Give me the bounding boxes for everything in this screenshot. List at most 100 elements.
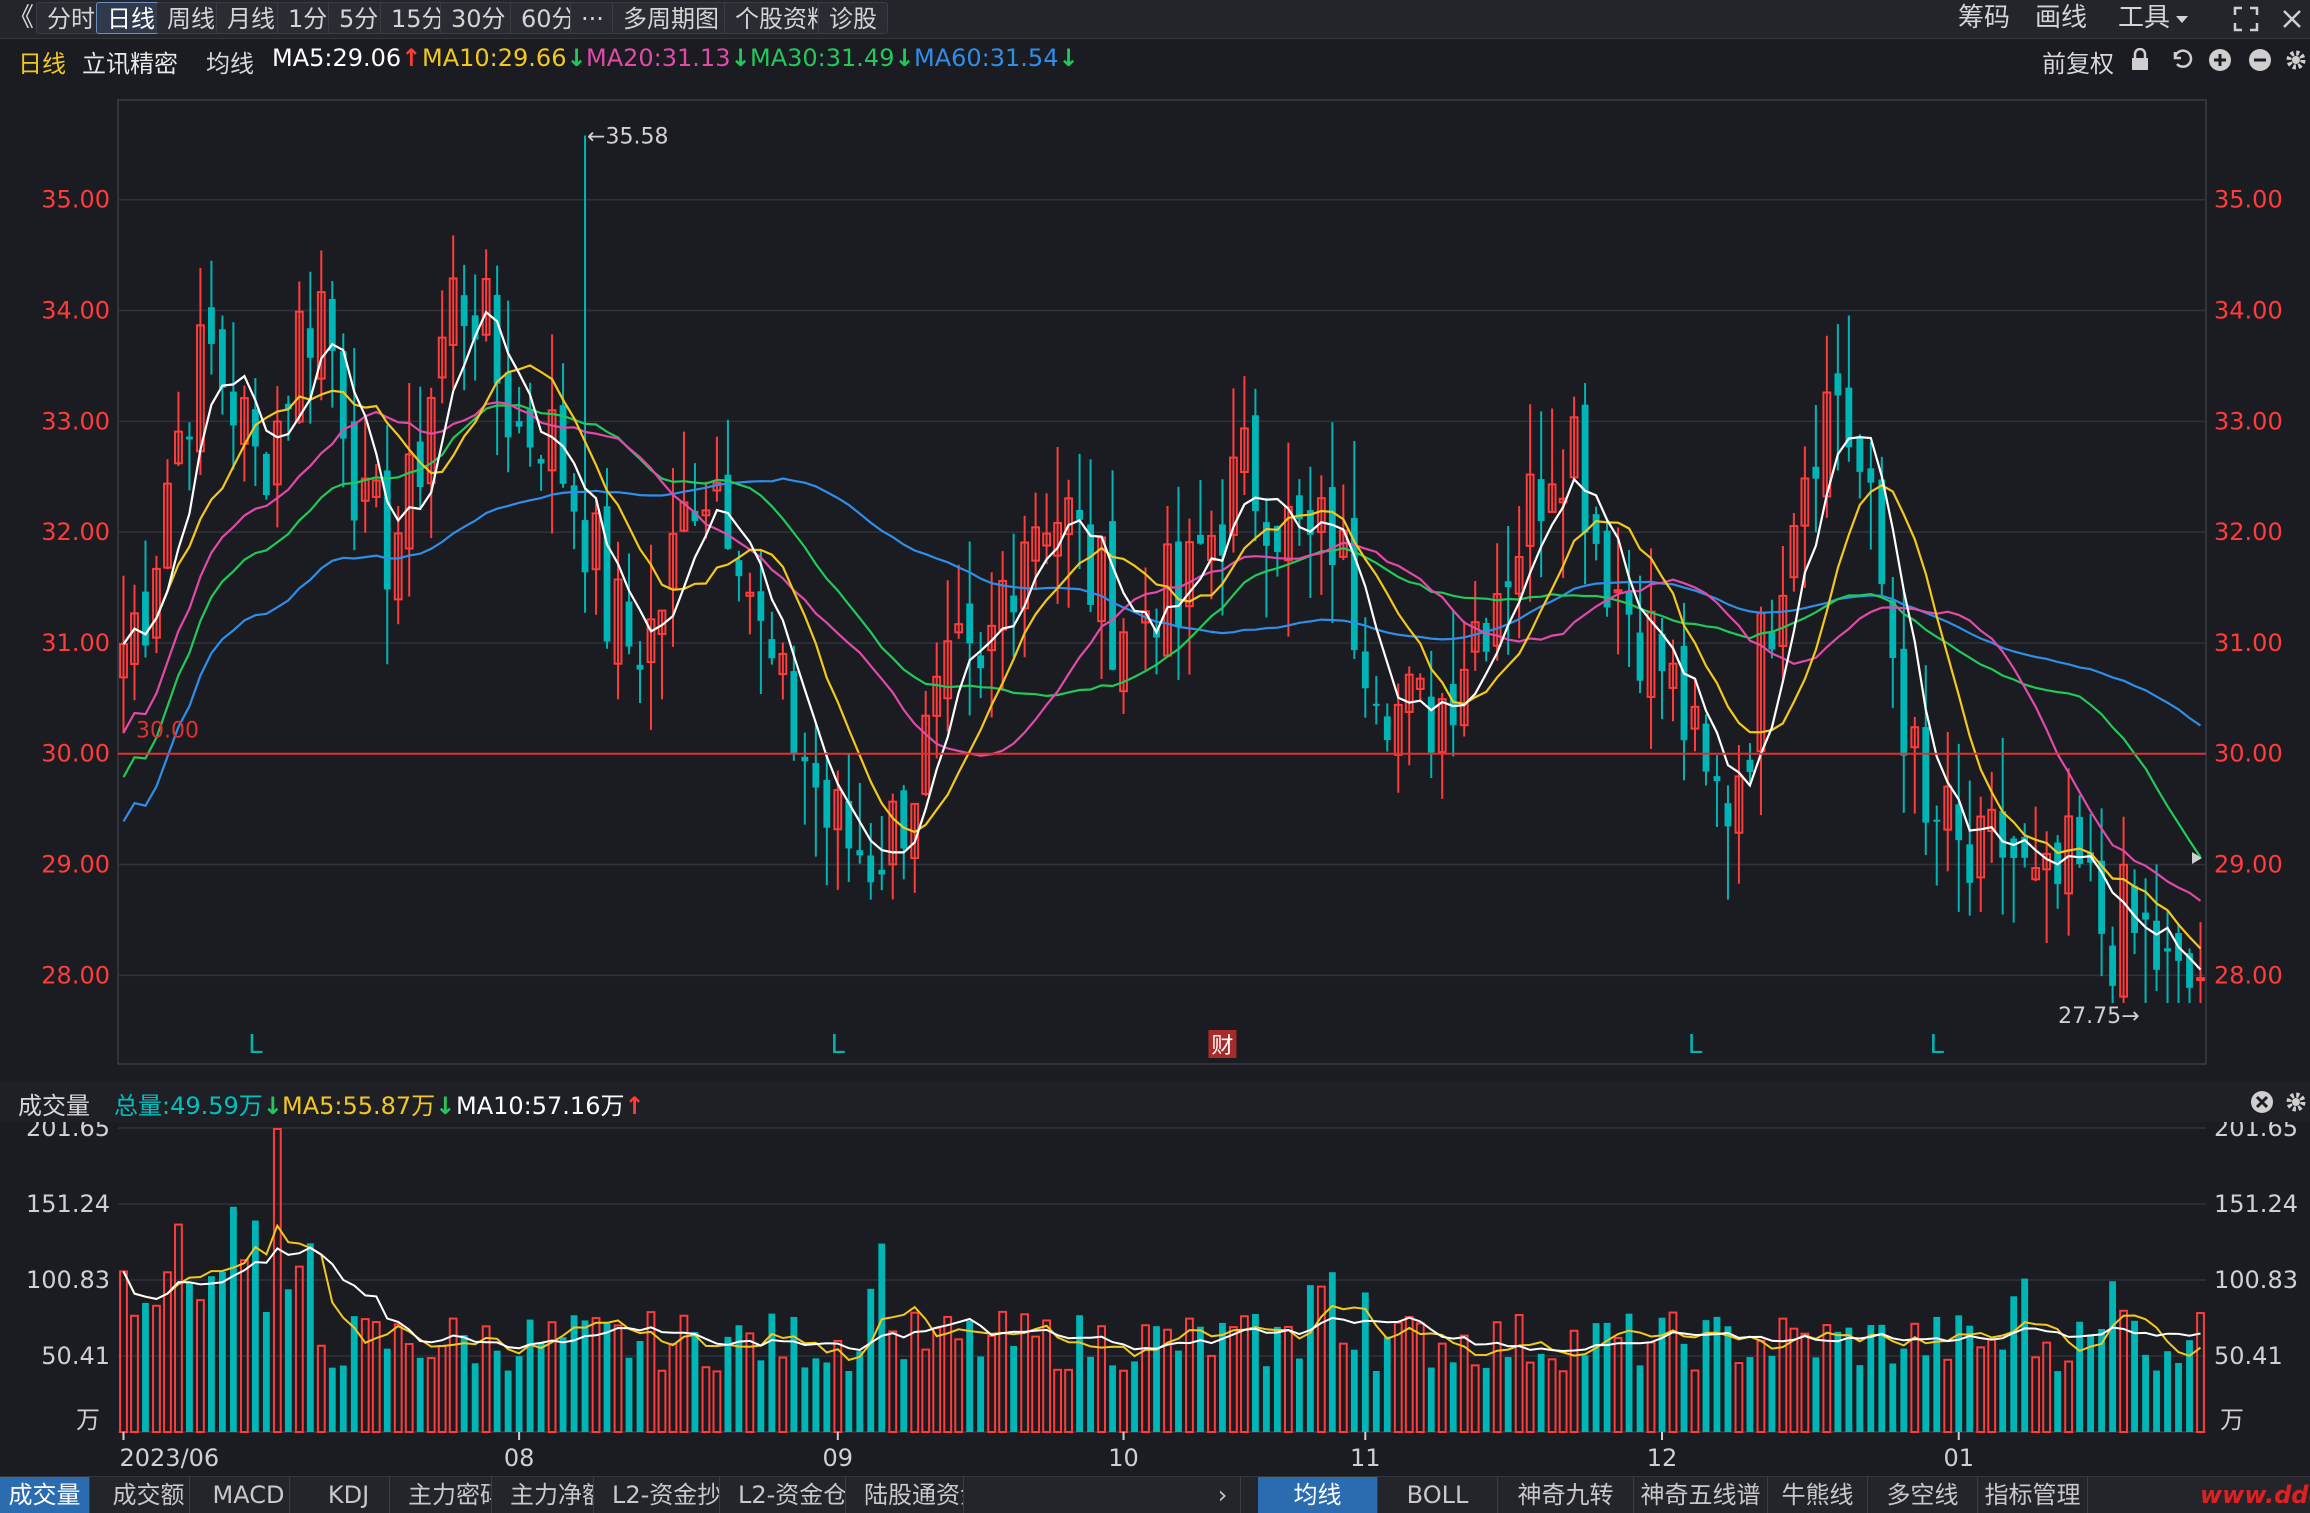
period-button-0[interactable]: 分时 — [36, 2, 106, 34]
candle-body — [1878, 479, 1886, 585]
candle-body — [701, 509, 711, 517]
volume-bar — [404, 1343, 414, 1434]
volume-label[interactable]: 成交量 — [18, 1092, 90, 1120]
candle-body — [130, 612, 139, 665]
volume-bar — [1592, 1323, 1600, 1432]
candle-body — [515, 421, 523, 427]
indicator-tab-8[interactable]: 陆股通资金 — [864, 1477, 964, 1513]
gear-icon[interactable] — [2284, 1090, 2308, 1114]
overlay-tab-4[interactable]: 牛熊线 — [1768, 1477, 1868, 1513]
volume-bar — [1316, 1285, 1326, 1433]
candle-body — [1383, 716, 1391, 741]
zoom-out-icon[interactable] — [2248, 48, 2272, 72]
event-marker: 财 — [1211, 1034, 1233, 1059]
indicator-tab-7[interactable]: L2-资金仓位 — [738, 1477, 846, 1513]
period-button-7[interactable]: 30分 — [440, 2, 517, 34]
candle-body — [1812, 466, 1820, 479]
volume-bar — [1569, 1329, 1579, 1433]
volume-bar — [745, 1332, 755, 1433]
candle-body — [2131, 885, 2138, 934]
candle-body — [1229, 456, 1238, 536]
overlay-tab-1[interactable]: BOLL — [1378, 1477, 1498, 1513]
candle-body — [1680, 645, 1688, 741]
candle-body — [383, 470, 391, 590]
volume-bar — [163, 1271, 172, 1433]
draw-line-button[interactable]: 画线 — [2035, 3, 2088, 33]
volume-bar — [987, 1334, 997, 1434]
price-chart[interactable]: 35.00 35.00 34.00 34.00 33.00 33.00 32.00 32.00… — [0, 80, 2310, 1080]
candle-body — [1547, 483, 1557, 513]
candle-body — [448, 277, 458, 346]
volume-bar — [2010, 1296, 2018, 1432]
zoom-in-icon[interactable] — [2208, 48, 2232, 72]
adjust-mode-button[interactable]: 前复权 — [2042, 50, 2114, 78]
candle-body — [2196, 977, 2205, 982]
lock-icon[interactable] — [2128, 48, 2152, 72]
chevron-down-icon[interactable] — [2174, 14, 2190, 26]
volume-bar — [208, 1276, 215, 1432]
fullscreen-icon[interactable] — [2232, 5, 2260, 33]
candle-body — [1393, 703, 1403, 756]
back-button[interactable]: 《 — [8, 3, 35, 33]
period-button-12[interactable]: 诊股 — [818, 2, 888, 34]
volume-bar — [339, 1365, 347, 1432]
volume-bar — [1175, 1350, 1182, 1432]
period-button-1[interactable]: 日线 — [96, 2, 166, 34]
indicator-tab-4[interactable]: 主力密码 — [408, 1477, 492, 1513]
tabs-scroll-right-button[interactable]: › — [1205, 1477, 1241, 1513]
y-tick-right: 32.00 — [2214, 518, 2283, 546]
overlay-tab-3[interactable]: 神奇五线谱 — [1634, 1477, 1768, 1513]
vol-ma5-line — [122, 1223, 2202, 1362]
candle-body — [174, 430, 183, 465]
volume-bar — [262, 1311, 270, 1432]
vol-y-tick-right: 151.24 — [2214, 1190, 2298, 1218]
y-tick-right: 31.00 — [2214, 629, 2283, 657]
candle-body — [1492, 593, 1502, 647]
chips-button[interactable]: 筹码 — [1958, 3, 2011, 33]
stock-name[interactable]: 立讯精密 — [82, 50, 178, 78]
undo-icon[interactable] — [2170, 48, 2194, 72]
candle-body — [1834, 373, 1842, 396]
volume-bar — [1933, 1316, 1941, 1432]
indicator-tab-3[interactable]: KDJ — [308, 1477, 390, 1513]
overlay-tab-6[interactable]: 指标管理 — [1978, 1477, 2088, 1513]
candle-body — [460, 295, 468, 327]
volume-bar — [1834, 1331, 1842, 1432]
indicator-tab-0[interactable]: 成交量 — [0, 1477, 90, 1513]
period-button-2[interactable]: 周线 — [156, 2, 226, 34]
candle-body — [1933, 819, 1941, 822]
gear-icon[interactable] — [2284, 48, 2308, 72]
candle-body — [833, 789, 843, 831]
period-button-9[interactable]: ··· — [570, 2, 615, 34]
tools-button[interactable]: 工具 — [2118, 3, 2171, 33]
volume-bar — [471, 1363, 479, 1432]
volume-bar — [1119, 1369, 1128, 1433]
overlay-tab-5[interactable]: 多空线 — [1868, 1477, 1978, 1513]
candle-body — [1042, 532, 1052, 547]
candle-body — [1427, 696, 1435, 753]
volume-bar — [239, 1259, 249, 1433]
indicator-tab-5[interactable]: 主力净额 — [510, 1477, 594, 1513]
candle-body — [1889, 600, 1897, 659]
close-circle-icon[interactable] — [2250, 1090, 2274, 1114]
y-tick-left: 32.00 — [41, 518, 110, 546]
indicator-tab-6[interactable]: L2-资金抄底 — [612, 1477, 720, 1513]
y-tick-left: 30.00 — [41, 740, 110, 768]
volume-bar — [900, 1359, 908, 1432]
close-icon[interactable] — [2280, 7, 2304, 31]
y-tick-right: 29.00 — [2214, 851, 2283, 879]
candle-body — [2031, 867, 2041, 881]
volume-bar — [1943, 1358, 1953, 1433]
volume-bar — [152, 1304, 161, 1433]
indicator-tab-2[interactable]: MACD — [208, 1477, 290, 1513]
overlay-tab-2[interactable]: 神奇九转 — [1498, 1477, 1634, 1513]
avg-line-label[interactable]: 均线 — [206, 50, 254, 78]
period-button-5[interactable]: 5分 — [328, 2, 390, 34]
candle-body — [371, 479, 381, 498]
volume-chart[interactable]: 201.65 201.65 151.24 151.24 100.83 100.83 50.4… — [0, 1122, 2310, 1476]
volume-bar — [1668, 1311, 1678, 1433]
volume-bar — [888, 1330, 898, 1433]
overlay-tab-0[interactable]: 均线 — [1258, 1477, 1378, 1513]
period-button-3[interactable]: 月线 — [216, 2, 286, 34]
indicator-tab-1[interactable]: 成交额 — [108, 1477, 190, 1513]
